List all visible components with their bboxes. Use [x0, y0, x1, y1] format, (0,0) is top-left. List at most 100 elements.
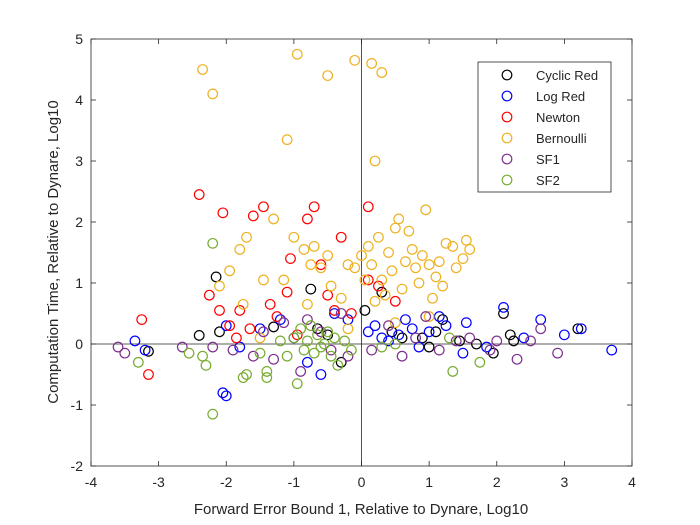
data-point: [214, 326, 225, 338]
data-point: [345, 344, 357, 356]
data-point: [433, 344, 445, 356]
data-point: [474, 356, 486, 368]
data-point: [295, 366, 307, 377]
data-point: [383, 320, 394, 332]
data-point: [315, 369, 327, 380]
data-point: [325, 280, 337, 292]
data-point: [234, 244, 246, 255]
data-point: [203, 289, 215, 301]
data-point: [481, 341, 493, 353]
data-point: [258, 274, 269, 286]
legend-marker: [501, 132, 513, 144]
data-point: [291, 48, 303, 60]
data-point: [298, 344, 310, 356]
data-point: [349, 54, 361, 66]
data-point: [376, 67, 388, 78]
data-point: [427, 292, 438, 304]
series-1: [129, 302, 618, 402]
data-point: [278, 317, 290, 329]
data-point: [498, 302, 509, 313]
data-point: [193, 330, 205, 341]
data-point: [373, 280, 384, 292]
data-point: [217, 207, 229, 219]
data-point: [552, 347, 564, 359]
y-tick-label: 1: [75, 275, 83, 291]
data-point: [430, 326, 442, 338]
data-point: [376, 274, 388, 286]
data-point: [274, 335, 286, 347]
data-point: [413, 341, 425, 353]
data-point: [200, 359, 212, 371]
data-point: [393, 329, 405, 341]
data-point: [227, 344, 239, 356]
data-point: [241, 369, 252, 380]
data-point: [366, 259, 378, 271]
data-point: [112, 341, 124, 353]
axis-ticks: -4 -3 -2 -1 0 1 2 3 4 -2 -1 0 1 2 3 4 5: [71, 31, 637, 490]
data-point: [342, 259, 354, 271]
data-point: [237, 298, 249, 310]
data-point: [335, 308, 347, 319]
data-point: [406, 323, 418, 335]
data-point: [359, 274, 371, 286]
data-point: [416, 332, 428, 344]
legend-label: SF1: [536, 152, 560, 167]
data-point: [308, 240, 320, 252]
data-point: [335, 231, 347, 243]
data-point: [389, 317, 401, 329]
data-point: [389, 222, 401, 234]
data-point: [447, 366, 459, 377]
data-point: [230, 332, 242, 344]
data-point: [403, 225, 415, 237]
data-point: [119, 347, 131, 359]
data-point: [247, 210, 259, 222]
data-point: [498, 308, 509, 319]
data-point: [247, 350, 259, 362]
x-tick-label: 0: [358, 474, 366, 490]
data-points: [112, 48, 618, 420]
data-point: [518, 332, 530, 344]
data-point: [366, 58, 378, 69]
data-point: [362, 274, 374, 286]
data-point: [406, 244, 418, 255]
data-point: [207, 88, 219, 100]
data-point: [197, 350, 208, 362]
data-point: [329, 308, 340, 319]
legend-marker: [501, 90, 513, 102]
data-point: [369, 320, 381, 332]
data-point: [197, 64, 208, 75]
legend-marker: [501, 174, 513, 186]
data-point: [396, 332, 408, 344]
data-point: [281, 350, 293, 362]
data-point: [258, 201, 269, 213]
data-point: [295, 323, 307, 335]
series-0: [143, 271, 584, 368]
data-point: [291, 378, 303, 390]
data-point: [342, 323, 354, 335]
data-point: [220, 390, 232, 402]
data-point: [575, 323, 587, 335]
data-point: [386, 326, 398, 338]
data-point: [312, 329, 323, 341]
data-point: [376, 341, 388, 353]
data-point: [305, 283, 317, 295]
data-point: [335, 356, 347, 368]
data-point: [389, 338, 401, 350]
legend-label: Cyclic Red: [536, 68, 598, 83]
data-point: [315, 326, 327, 338]
x-tick-label: 4: [628, 474, 636, 490]
data-point: [437, 280, 449, 292]
data-point: [373, 231, 384, 243]
data-point: [362, 326, 374, 338]
data-point: [379, 289, 391, 301]
data-point: [278, 274, 290, 286]
data-point: [423, 311, 435, 322]
data-point: [362, 201, 374, 213]
data-point: [271, 311, 283, 322]
data-point: [535, 323, 547, 335]
data-point: [302, 335, 313, 347]
data-point: [302, 298, 313, 310]
data-point: [342, 350, 354, 362]
legend-marker: [501, 153, 513, 165]
data-point: [471, 338, 482, 350]
